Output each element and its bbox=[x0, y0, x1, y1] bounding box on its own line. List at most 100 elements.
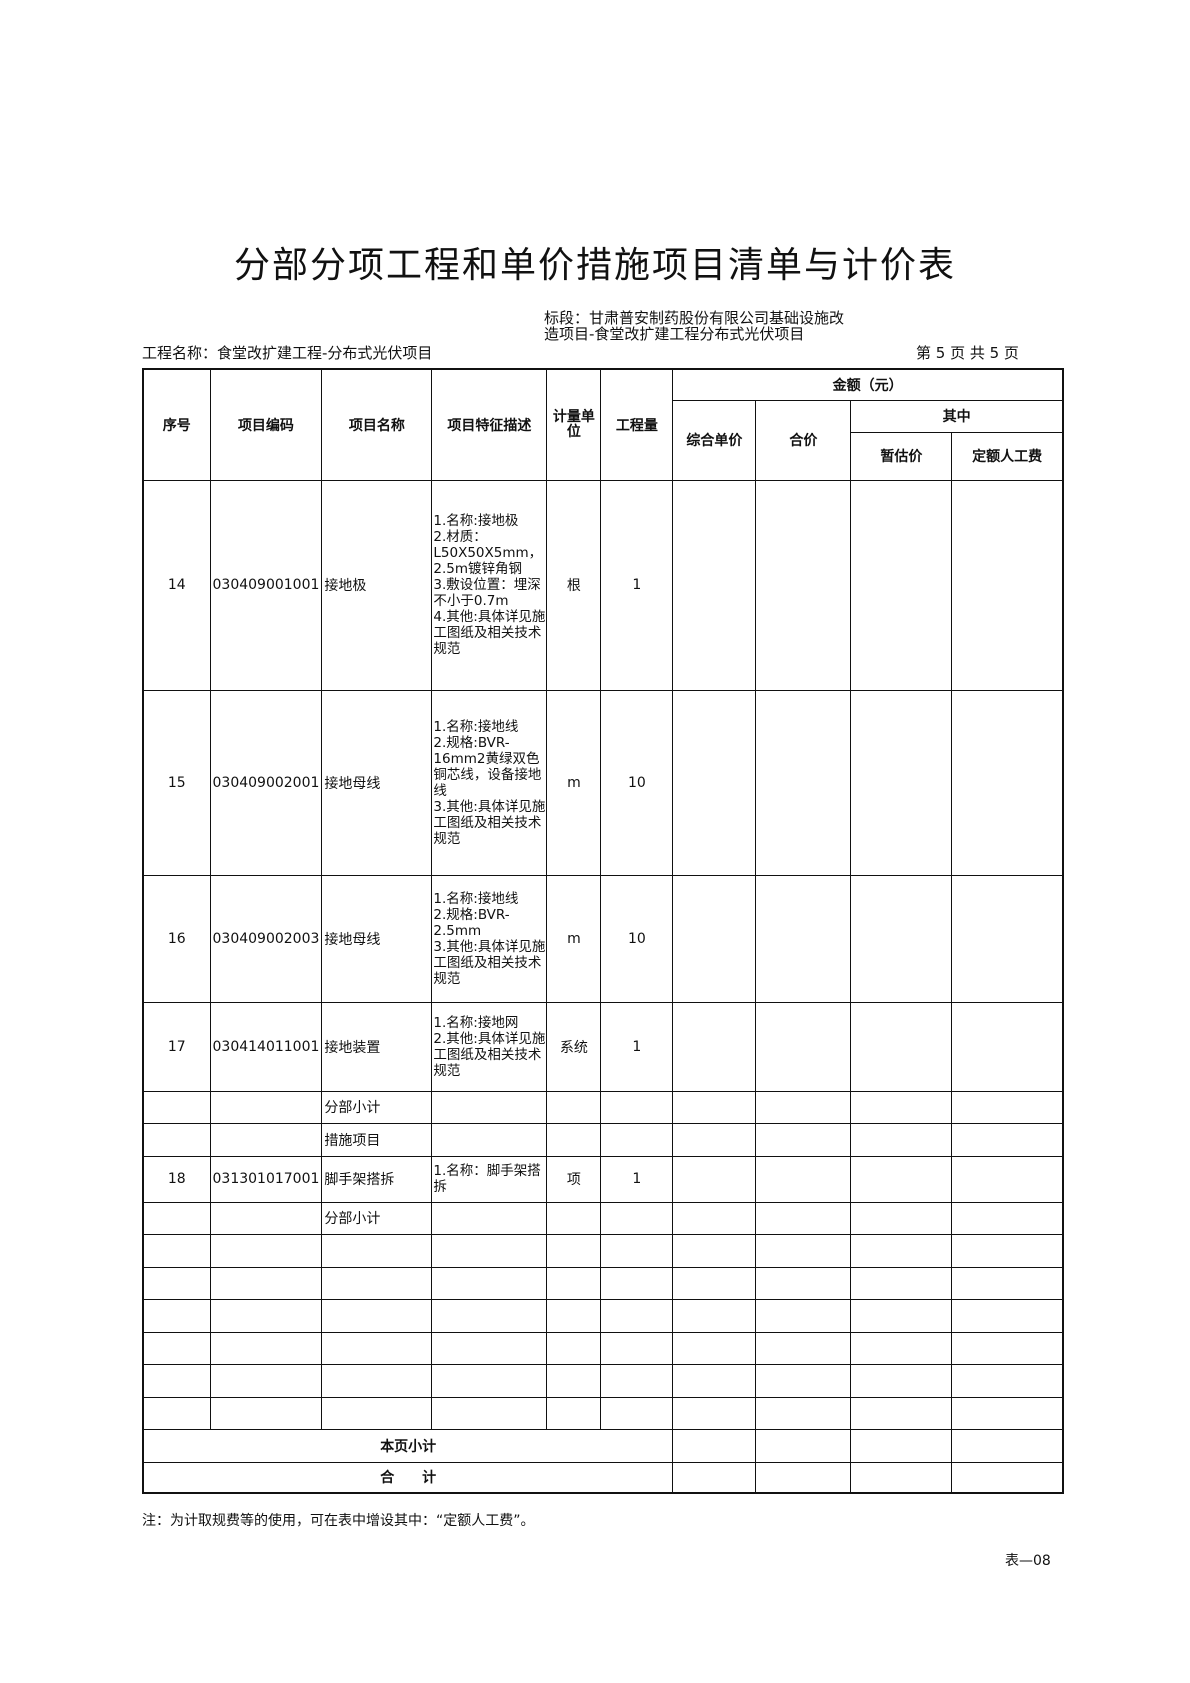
cell-name: 分部小计 bbox=[321, 1090, 433, 1124]
table-row bbox=[142, 1266, 1064, 1300]
cell-name: 接地母线 bbox=[321, 874, 433, 1003]
cell-desc bbox=[431, 1233, 548, 1268]
cell-desc: 1.名称：脚手架搭拆 bbox=[431, 1155, 548, 1203]
header-desc: 项目特征描述 bbox=[431, 368, 548, 481]
cell bbox=[755, 1461, 852, 1494]
table-row: 15 030409002001 接地母线 1.名称:接地线 2.规格:BVR-16mm… bbox=[142, 689, 1064, 876]
cell-name bbox=[321, 1363, 433, 1398]
cell-amount bbox=[951, 1331, 1064, 1365]
header-provisional: 暂估价 bbox=[850, 431, 953, 481]
cell-qty bbox=[600, 1122, 674, 1157]
cell-desc bbox=[431, 1396, 548, 1430]
cell-amount bbox=[755, 1233, 852, 1268]
cell bbox=[755, 1428, 852, 1463]
cell-amount bbox=[951, 1396, 1064, 1430]
cell-qty: 1 bbox=[600, 479, 674, 691]
cell-name: 接地母线 bbox=[321, 689, 433, 876]
cell-name: 接地装置 bbox=[321, 1001, 433, 1092]
cell-seq bbox=[142, 1396, 211, 1430]
page-number: 第 5 页 共 5 页 bbox=[916, 344, 1019, 362]
cell-qty: 10 bbox=[600, 689, 674, 876]
cell-amount bbox=[850, 1331, 953, 1365]
cell-name bbox=[321, 1298, 433, 1333]
cell-qty: 1 bbox=[600, 1001, 674, 1092]
cell-amount bbox=[755, 1396, 852, 1430]
cell-desc: 1.名称:接地线 2.规格:BVR-16mm2黄绿双色铜芯线，设备接地线 3.其… bbox=[431, 689, 548, 876]
cell bbox=[672, 1428, 757, 1463]
page-subtotal-label: 本页小计 bbox=[142, 1428, 674, 1463]
cell-amount bbox=[850, 479, 953, 691]
cell-seq: 15 bbox=[142, 689, 211, 876]
cell-seq bbox=[142, 1090, 211, 1124]
cell-unit bbox=[546, 1396, 602, 1430]
cell-amount bbox=[672, 1298, 757, 1333]
section-label: 标段：甘肃普安制药股份有限公司基础设施改造项目-食堂改扩建工程分布式光伏项目 bbox=[544, 309, 845, 343]
table-row: 措施项目 bbox=[142, 1122, 1064, 1157]
cell-qty bbox=[600, 1298, 674, 1333]
cell-unit bbox=[546, 1331, 602, 1365]
cell-amount bbox=[850, 1363, 953, 1398]
cell-unit bbox=[546, 1122, 602, 1157]
cell-desc: 1.名称:接地网 2.其他:具体详见施工图纸及相关技术规范 bbox=[431, 1001, 548, 1092]
cell-name: 分部小计 bbox=[321, 1201, 433, 1235]
cell-amount bbox=[755, 479, 852, 691]
cell-qty bbox=[600, 1090, 674, 1124]
cell-amount bbox=[672, 1331, 757, 1365]
cell-seq bbox=[142, 1122, 211, 1157]
cell-unit bbox=[546, 1201, 602, 1235]
header-amount: 金额（元） bbox=[672, 368, 1064, 401]
cell-code bbox=[209, 1090, 323, 1124]
cell-seq bbox=[142, 1233, 211, 1268]
cell-seq bbox=[142, 1298, 211, 1333]
cell-amount bbox=[951, 1233, 1064, 1268]
table-row: 分部小计 bbox=[142, 1201, 1064, 1235]
cell bbox=[850, 1461, 953, 1494]
cell-name: 措施项目 bbox=[321, 1122, 433, 1157]
cell-amount bbox=[672, 1266, 757, 1300]
cell-seq: 18 bbox=[142, 1155, 211, 1203]
cell-qty bbox=[600, 1363, 674, 1398]
cell-amount bbox=[951, 1266, 1064, 1300]
cell-amount bbox=[951, 1090, 1064, 1124]
footnote: 注：为计取规费等的使用，可在表中增设其中：“定额人工费”。 bbox=[142, 1513, 535, 1529]
cell-code: 030409001001 bbox=[209, 479, 323, 691]
header-seq: 序号 bbox=[142, 368, 211, 481]
cell-desc bbox=[431, 1122, 548, 1157]
cell bbox=[672, 1461, 757, 1494]
cell-unit: 根 bbox=[546, 479, 602, 691]
table-row bbox=[142, 1298, 1064, 1333]
cell-unit bbox=[546, 1090, 602, 1124]
cell-code: 030409002001 bbox=[209, 689, 323, 876]
cell-amount bbox=[755, 1122, 852, 1157]
cell-code: 031301017001 bbox=[209, 1155, 323, 1203]
cell-amount bbox=[850, 1233, 953, 1268]
cell-code bbox=[209, 1122, 323, 1157]
cell-code bbox=[209, 1331, 323, 1365]
bill-table: 序号 项目编码 项目名称 项目特征描述 计量单位 工程量 金额（元） 综合单价 … bbox=[142, 368, 1064, 1494]
cell-code bbox=[209, 1266, 323, 1300]
cell bbox=[951, 1428, 1064, 1463]
page-title: 分部分项工程和单价措施项目清单与计价表 bbox=[233, 245, 956, 286]
cell-qty bbox=[600, 1331, 674, 1365]
cell-code bbox=[209, 1298, 323, 1333]
cell-amount bbox=[850, 1201, 953, 1235]
cell-amount bbox=[850, 689, 953, 876]
project-name: 工程名称：食堂改扩建工程-分布式光伏项目 bbox=[142, 344, 433, 362]
cell-code bbox=[209, 1201, 323, 1235]
cell-amount bbox=[672, 1201, 757, 1235]
cell-amount bbox=[951, 1001, 1064, 1092]
cell-name bbox=[321, 1233, 433, 1268]
cell-amount bbox=[850, 1001, 953, 1092]
table-row: 16 030409002003 接地母线 1.名称:接地线 2.规格:BVR-2.5m… bbox=[142, 874, 1064, 1003]
cell-unit: 项 bbox=[546, 1155, 602, 1203]
cell-amount bbox=[951, 874, 1064, 1003]
cell-seq bbox=[142, 1331, 211, 1365]
cell-amount bbox=[672, 1122, 757, 1157]
cell-qty: 1 bbox=[600, 1155, 674, 1203]
cell-name: 接地极 bbox=[321, 479, 433, 691]
cell-desc bbox=[431, 1363, 548, 1398]
cell-desc: 1.名称:接地线 2.规格:BVR-2.5mm 3.其他:具体详见施工图纸及相关… bbox=[431, 874, 548, 1003]
cell-seq bbox=[142, 1266, 211, 1300]
header-unit: 计量单位 bbox=[546, 368, 602, 481]
cell-amount bbox=[850, 1090, 953, 1124]
